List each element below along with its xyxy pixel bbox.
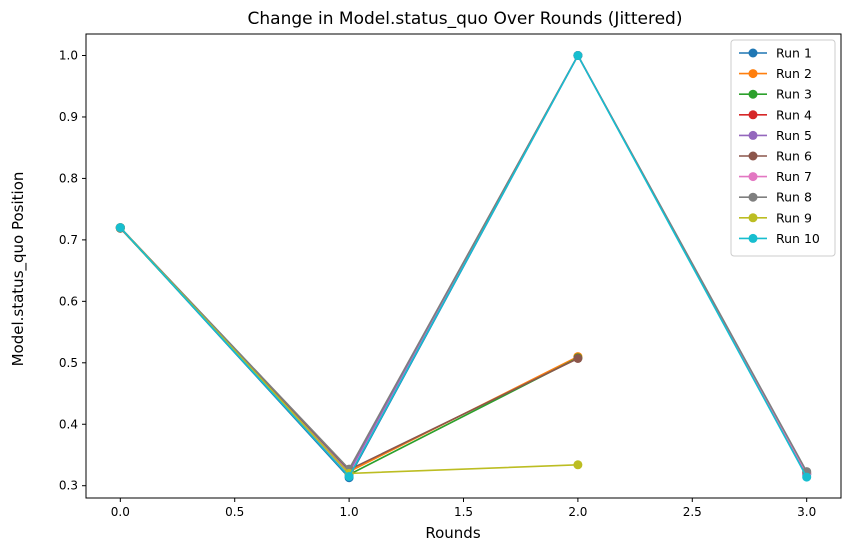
legend-label: Run 9 [776, 210, 812, 225]
y-tick-label: 1.0 [59, 49, 78, 63]
legend-entry: Run 6 [739, 149, 812, 164]
y-tick-label: 0.9 [59, 110, 78, 124]
data-point [344, 472, 354, 481]
y-tick-label: 0.3 [59, 479, 78, 493]
legend-label: Run 8 [776, 190, 812, 205]
series-line [119, 54, 808, 472]
legend-label: Run 7 [776, 169, 812, 184]
x-tick-label: 1.5 [454, 505, 473, 519]
data-point [573, 460, 583, 470]
legend-marker [748, 110, 758, 120]
legend-label: Run 5 [776, 128, 812, 143]
legend-marker [748, 172, 758, 182]
series-6 [115, 223, 583, 475]
chart-title: Change in Model.status_quo Over Rounds (… [248, 9, 683, 29]
series-line [119, 227, 578, 475]
legend-entry: Run 5 [739, 128, 812, 143]
y-tick-label: 0.4 [59, 417, 78, 431]
series-line [119, 227, 579, 476]
legend-marker [748, 69, 758, 79]
legend-entry: Run 10 [739, 231, 820, 246]
series-line [119, 227, 579, 471]
series-10 [115, 51, 812, 482]
data-point [573, 354, 583, 363]
legend: Run 1 Run 2 Run 3 Run 4 Run 5 Run 6 Run 7 Run 8… [730, 39, 836, 257]
series-2 [115, 223, 583, 477]
data-point [115, 223, 125, 233]
x-tick-label: 3.0 [797, 505, 816, 519]
legend-entry: Run 3 [739, 87, 812, 102]
legend-marker [748, 213, 758, 223]
x-axis-label: Rounds [425, 524, 480, 542]
plot-area [115, 51, 812, 483]
x-tick-label: 2.0 [568, 505, 587, 519]
legend-entry: Run 8 [739, 190, 812, 205]
series-9 [115, 223, 583, 478]
legend-entry: Run 2 [739, 66, 812, 81]
x-tick-label: 2.5 [683, 505, 702, 519]
legend-entry: Run 1 [739, 46, 812, 61]
x-tick-label: 0.0 [111, 505, 130, 519]
legend-marker [748, 233, 758, 243]
y-tick-label: 0.7 [59, 233, 78, 247]
legend-marker [748, 48, 758, 58]
legend-label: Run 2 [776, 66, 812, 81]
y-axis-label: Model.status_quo Position [9, 172, 28, 367]
legend-marker [748, 192, 758, 202]
legend-entry: Run 9 [739, 210, 812, 225]
series-line [119, 227, 579, 473]
y-tick-label: 0.5 [59, 356, 78, 370]
series-3 [115, 223, 583, 480]
series-8 [115, 51, 812, 477]
legend-label: Run 10 [776, 231, 820, 246]
series-line [119, 54, 808, 478]
legend-marker [748, 130, 758, 140]
x-tick-label: 1.0 [340, 505, 359, 519]
y-tick-label: 0.6 [59, 294, 78, 308]
axes: 0.0 0.5 1.0 1.5 2.0 2.5 3.0 0.3 0.4 0.5 0.6 0.7 0.8 0… [59, 33, 842, 519]
legend-label: Run 1 [776, 46, 812, 61]
legend-marker [748, 151, 758, 161]
legend-label: Run 4 [776, 107, 812, 122]
data-point [802, 472, 812, 482]
legend-label: Run 6 [776, 149, 812, 164]
y-tick-label: 0.8 [59, 171, 78, 185]
legend-label: Run 3 [776, 87, 812, 102]
legend-entry: Run 7 [739, 169, 812, 184]
legend-entry: Run 4 [739, 107, 812, 122]
data-point [573, 51, 583, 60]
x-tick-label: 0.5 [225, 505, 244, 519]
legend-marker [748, 89, 758, 99]
